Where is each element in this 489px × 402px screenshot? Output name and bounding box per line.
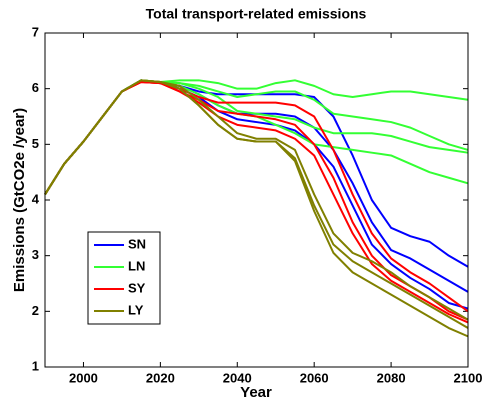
- series-line: [44, 79, 469, 195]
- y-tick-label: 7: [32, 24, 39, 39]
- x-tick-label: 2100: [454, 370, 483, 385]
- x-tick-label: 2040: [223, 370, 252, 385]
- series-line: [44, 79, 469, 195]
- legend-box: [87, 231, 161, 325]
- series-line: [44, 79, 469, 195]
- y-tick-label: 4: [32, 191, 40, 206]
- x-tick-label: 2020: [146, 370, 175, 385]
- legend-label: LN: [128, 258, 145, 273]
- x-tick-label: 2060: [300, 370, 329, 385]
- legend-label: LY: [128, 302, 144, 317]
- chart-title: Total transport-related emissions: [146, 6, 367, 22]
- legend-label: SY: [128, 280, 146, 295]
- y-tick-label: 6: [32, 80, 39, 95]
- x-axis-label: Year: [240, 384, 272, 401]
- series-line: [44, 79, 469, 338]
- plot-frame: [44, 32, 469, 368]
- y-axis-label: Emissions (GtCO2e /year): [11, 108, 28, 292]
- legend: SN LN SY LY: [87, 231, 161, 325]
- x-tick-label: 2080: [377, 370, 406, 385]
- y-tick-label: 2: [32, 303, 39, 318]
- series-line: [44, 79, 469, 195]
- x-tick-label: 2000: [69, 370, 98, 385]
- y-tick-label: 5: [32, 136, 39, 151]
- y-tick-label: 1: [32, 358, 39, 373]
- legend-label: SN: [128, 236, 146, 251]
- y-tick-label: 3: [32, 247, 39, 262]
